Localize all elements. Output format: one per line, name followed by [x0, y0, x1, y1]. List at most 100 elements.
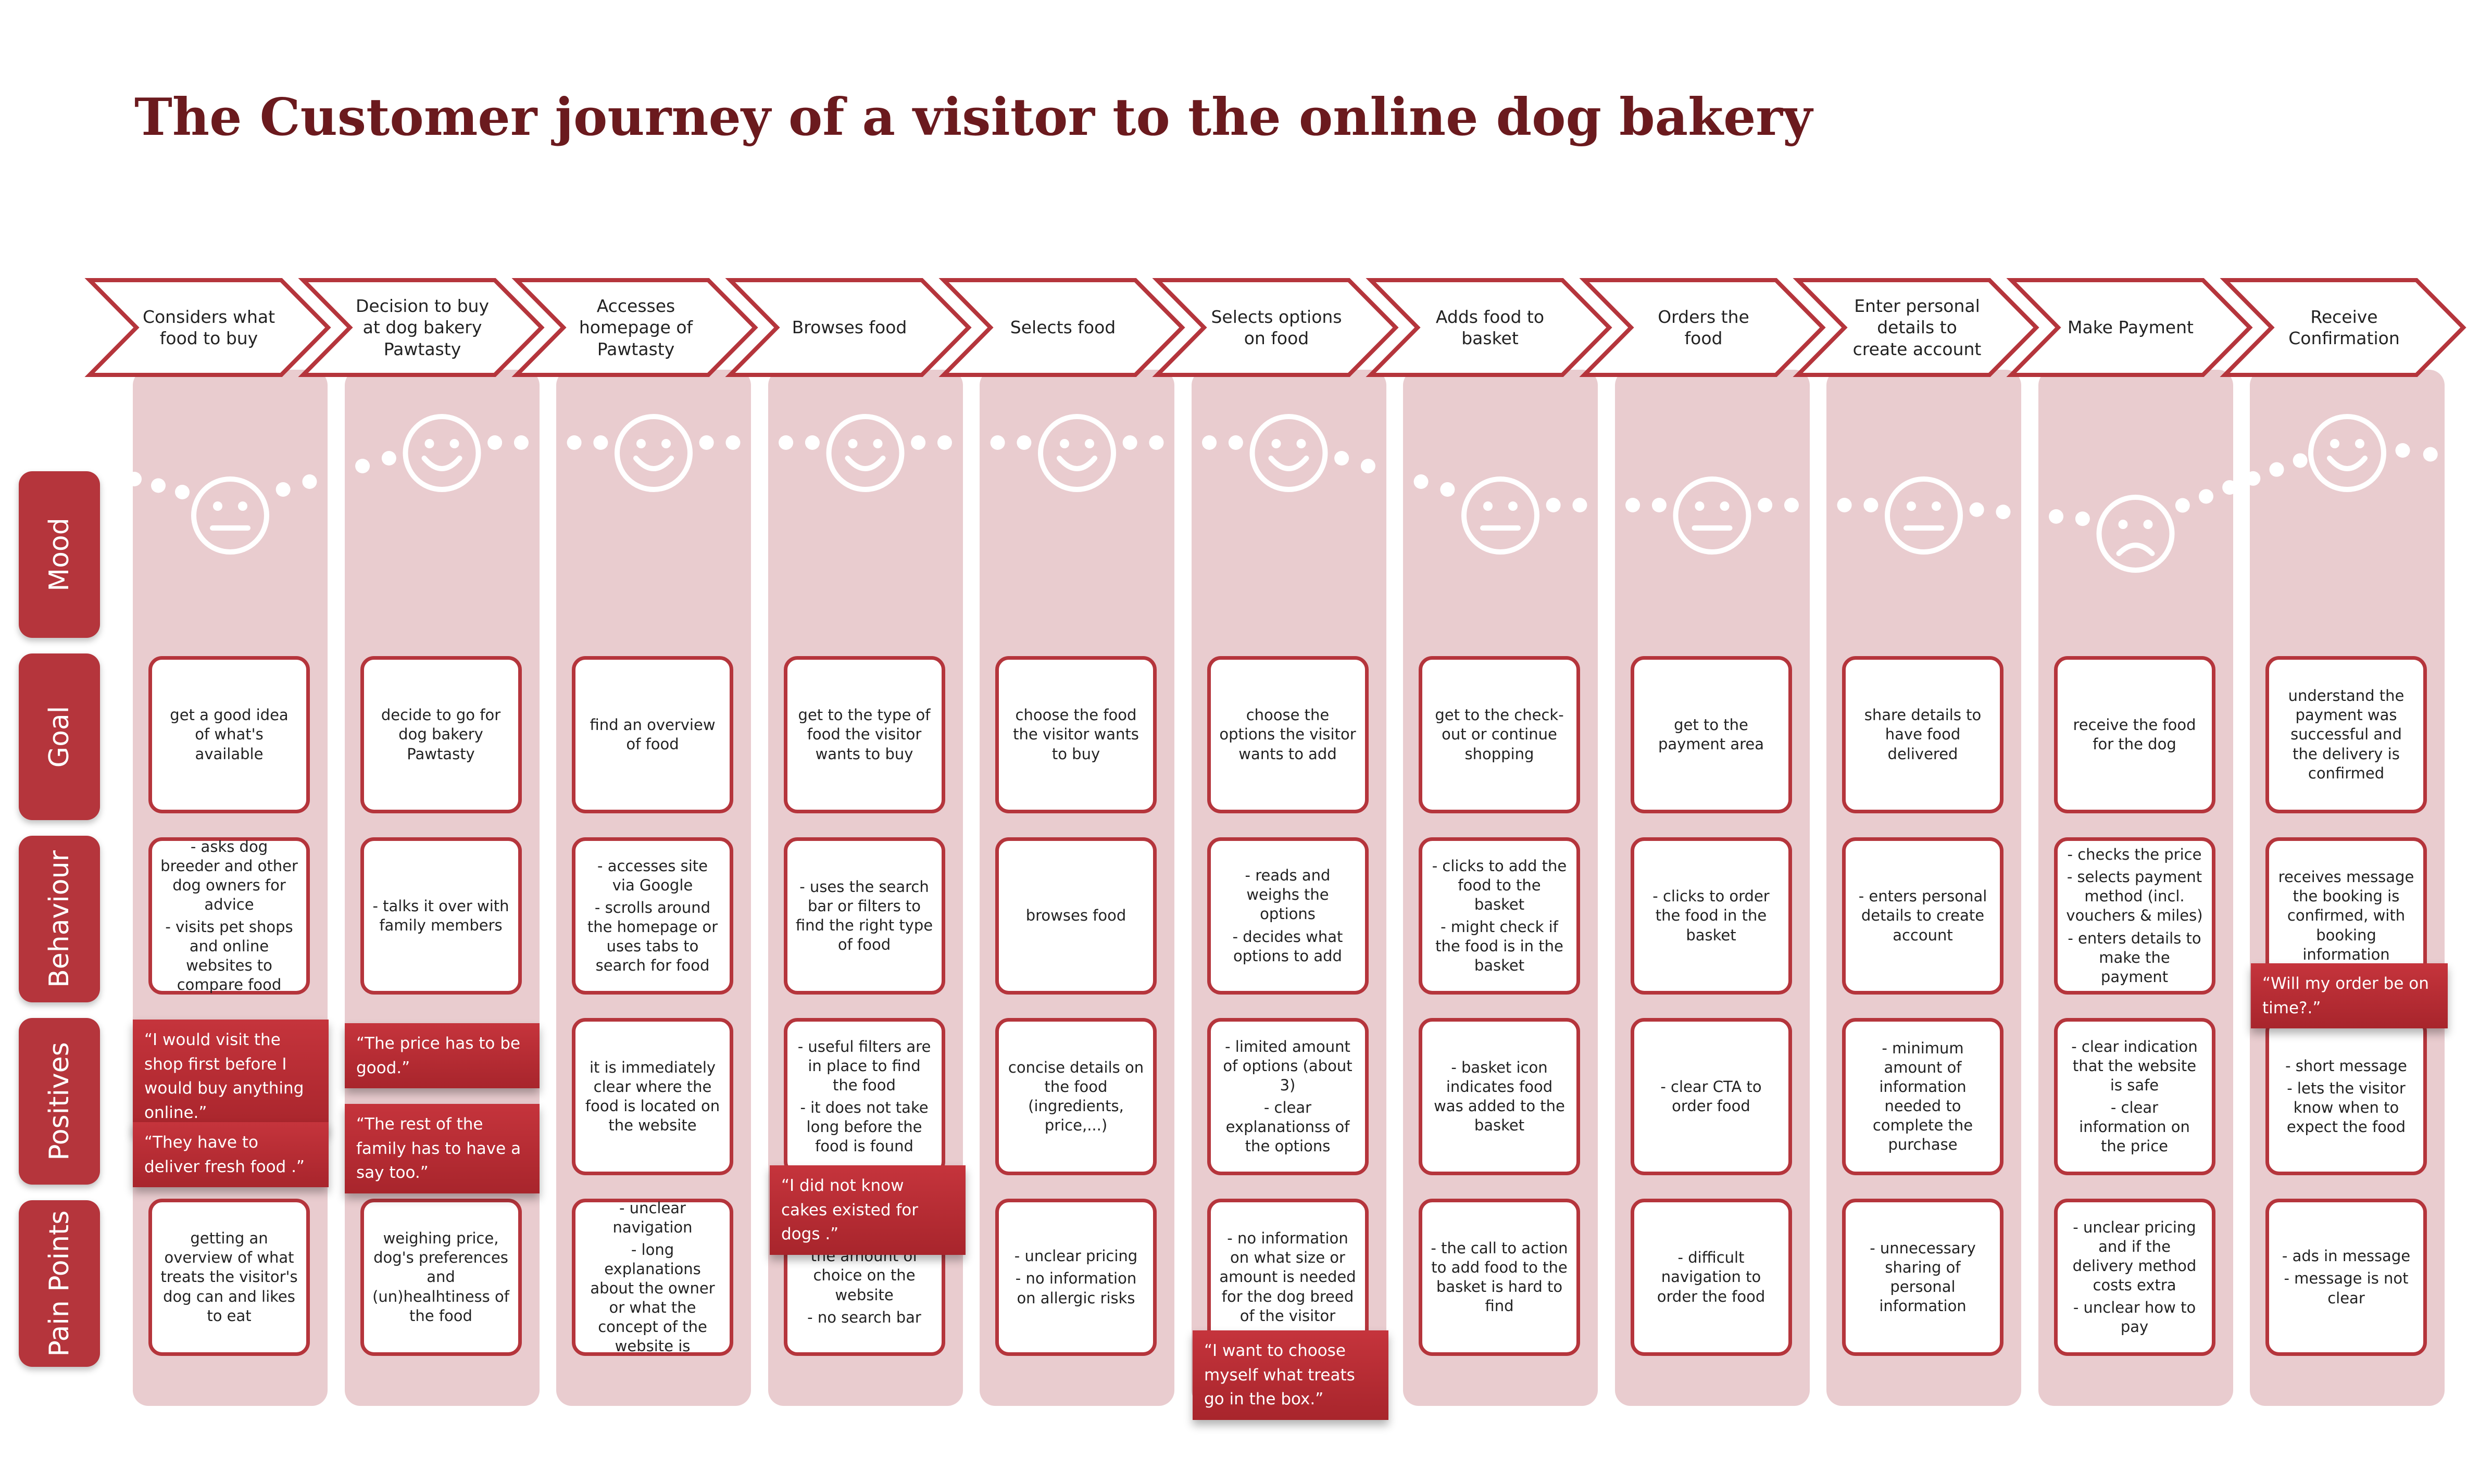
- mood-dot: [1969, 502, 1984, 517]
- goal-card: find an overview of food: [572, 656, 733, 813]
- positives-card: - clear CTA to order food: [1630, 1018, 1792, 1175]
- step-chevron: [725, 278, 972, 377]
- goal-card: get to the check-out or continue shoppin…: [1419, 656, 1580, 813]
- happy-face-icon: [1249, 414, 1328, 492]
- goal-card: get a good idea of what's available: [148, 656, 310, 813]
- mood-dot: [937, 435, 952, 450]
- positives-card: - clear indication that the website is s…: [2053, 1018, 2215, 1175]
- step-chevron: [1793, 278, 2039, 377]
- mood-dot: [1202, 435, 1217, 450]
- mood-dot: [779, 435, 794, 450]
- mood-dot: [381, 451, 396, 466]
- mood-dot: [2199, 489, 2213, 504]
- mood-dot: [805, 435, 820, 450]
- mood-dot: [752, 435, 767, 450]
- mood-dot: [1387, 467, 1402, 481]
- positives-card: - minimum amount of information needed t…: [1842, 1018, 2003, 1175]
- mood-dot: [725, 435, 741, 450]
- neutral-face-icon: [1461, 476, 1539, 555]
- step-label: Orders the food: [1658, 306, 1749, 348]
- mood-dot: [1440, 482, 1455, 497]
- behaviour-card: - clicks to add the food to the basket - …: [1419, 837, 1580, 995]
- page-title: The Customer journey of a visitor to the…: [134, 87, 1812, 147]
- mood-dot: [151, 478, 166, 493]
- customer-quote: “The rest of the family has to have a sa…: [345, 1104, 540, 1193]
- mood-dot: [567, 435, 582, 450]
- mood-dot: [2269, 462, 2284, 477]
- mood-dot: [329, 467, 344, 481]
- mood-dot: [1149, 435, 1164, 450]
- row-label-goal: Goal: [19, 653, 100, 820]
- neutral-face-icon: [1673, 476, 1751, 555]
- mood-dot: [1784, 498, 1799, 512]
- mood-dot: [1863, 498, 1879, 512]
- mood-dot: [699, 435, 714, 450]
- happy-face-icon: [615, 414, 693, 492]
- mood-dot: [1625, 498, 1641, 512]
- mood-dot: [2395, 443, 2410, 458]
- mood-dot: [911, 435, 926, 450]
- step-label: Browses food: [792, 317, 907, 338]
- positives-card: - limited amount of options (about 3) - c…: [1207, 1018, 1369, 1175]
- behaviour-card: - reads and weighs the options - decides …: [1207, 837, 1369, 995]
- mood-dot: [1017, 435, 1032, 450]
- mood-dot: [2423, 447, 2438, 462]
- pain-points-card: weighing price, dog's preferences and (u…: [360, 1199, 522, 1356]
- behaviour-card: browses food: [995, 837, 1157, 995]
- mood-dot: [2075, 511, 2090, 526]
- step-label: Decision to buy at dog bakery Pawtasty: [356, 296, 489, 359]
- step-chevron: [2006, 278, 2253, 377]
- positives-card: - basket icon indicates food was added t…: [1419, 1018, 1580, 1175]
- positives-card: - useful filters are in place to find th…: [783, 1018, 945, 1175]
- goal-card: decide to go for dog bakery Pawtasty: [360, 656, 522, 813]
- mood-dot: [1334, 451, 1349, 466]
- mood-dot: [175, 485, 190, 499]
- mood-dot: [2246, 471, 2261, 486]
- mood-dot: [127, 472, 142, 486]
- mood-dot: [540, 435, 555, 450]
- pain-points-card: - the call to action to add food to the …: [1419, 1199, 1580, 1356]
- positives-card: concise details on the food (ingredients…: [995, 1018, 1157, 1175]
- pain-points-card: - difficult navigation to order the food: [1630, 1199, 1792, 1356]
- mood-dot: [302, 474, 317, 489]
- pain-points-card: - unclear navigation - long explanations …: [572, 1199, 733, 1356]
- behaviour-card: - clicks to order the food in the basket: [1630, 837, 1792, 995]
- goal-card: understand the payment was successful an…: [2265, 656, 2427, 813]
- customer-quote: “I would visit the shop first before I w…: [133, 1020, 329, 1133]
- mood-dot: [1413, 474, 1429, 489]
- goal-card: get to the type of food the visitor want…: [783, 656, 945, 813]
- mood-dot: [593, 435, 608, 450]
- mood-dot: [963, 435, 979, 450]
- step-label: Selects options on food: [1211, 306, 1342, 348]
- mood-dot: [514, 435, 529, 450]
- behaviour-card: - checks the price - selects payment meth…: [2053, 837, 2215, 995]
- mood-dot: [2293, 453, 2308, 468]
- mood-curve: [127, 414, 2438, 573]
- happy-face-icon: [1038, 414, 1116, 492]
- customer-quote: “Will my order be on time?.”: [2251, 963, 2448, 1028]
- mood-dot: [2175, 498, 2190, 513]
- step-label: Adds food to basket: [1435, 306, 1545, 348]
- step-label: Selects food: [1010, 317, 1116, 338]
- pain-points-card: - unclear pricing and if the delivery me…: [2053, 1199, 2215, 1356]
- positives-card: - short message - lets the visitor know w…: [2265, 1018, 2427, 1175]
- mood-dot: [1837, 498, 1852, 512]
- positives-card: it is immediately clear where the food i…: [572, 1018, 733, 1175]
- pain-points-card: - unclear pricing - no information on all…: [995, 1199, 1157, 1356]
- step-chevron: [511, 278, 758, 377]
- pain-points-card: getting an overview of what treats the v…: [148, 1199, 310, 1356]
- mood-dot: [2022, 507, 2037, 522]
- mood-dot: [1758, 498, 1773, 512]
- behaviour-card: - accesses site via Google - scrolls arou…: [572, 837, 733, 995]
- goal-card: get to the payment area: [1630, 656, 1792, 813]
- sad-face-icon: [2096, 495, 2175, 573]
- mood-dot: [487, 435, 503, 450]
- mood-dot: [1572, 498, 1587, 512]
- step-chevron: [1579, 278, 1826, 377]
- mood-dot: [1810, 498, 1825, 512]
- mood-dot: [1546, 498, 1561, 512]
- step-chevron: [298, 278, 545, 377]
- mood-dot: [1175, 435, 1191, 450]
- mood-dot: [2222, 480, 2237, 495]
- customer-quote: “I did not know cakes existed for dogs .…: [770, 1165, 966, 1255]
